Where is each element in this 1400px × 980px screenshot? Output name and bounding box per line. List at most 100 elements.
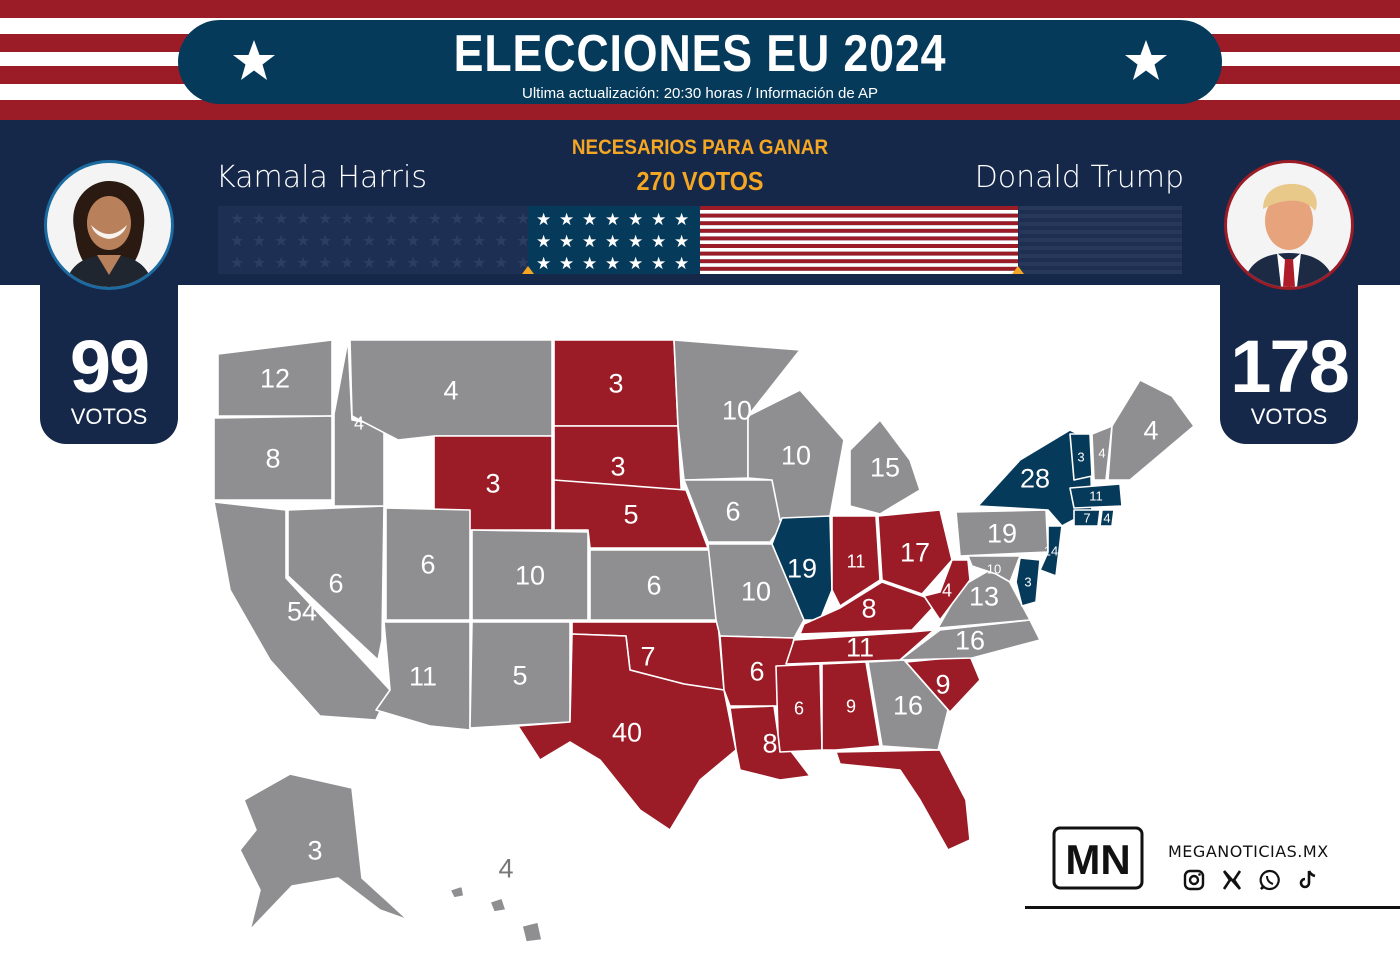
ev-label-AR: 6 — [749, 657, 764, 687]
bar-star-faint: ★ — [384, 253, 398, 272]
state-AR[interactable] — [719, 635, 795, 707]
bar-star-faint: ★ — [516, 231, 530, 250]
state-UT[interactable] — [385, 507, 471, 621]
state-AL[interactable] — [821, 661, 881, 751]
trump-bar-stripe-white — [700, 263, 1018, 267]
state-TN[interactable] — [785, 629, 935, 665]
trump-card — [1220, 284, 1358, 444]
ev-label-IN: 11 — [847, 551, 866, 571]
state-DE[interactable] — [1015, 557, 1041, 607]
bar-star-faint: ★ — [340, 209, 354, 228]
state-FL[interactable] — [835, 749, 971, 851]
bar-star-faint: ★ — [406, 209, 420, 228]
bar-star: ★ — [651, 254, 666, 274]
bar-star-faint: ★ — [450, 209, 464, 228]
bar-star-faint: ★ — [230, 209, 244, 228]
ev-label-VA: 13 — [969, 582, 999, 612]
state-LA[interactable] — [729, 705, 811, 781]
bar-star: ★ — [674, 232, 689, 252]
bar-star: ★ — [536, 232, 551, 252]
state-NJ[interactable] — [1039, 525, 1063, 577]
state-CT[interactable] — [1073, 509, 1101, 527]
ev-label-MT: 4 — [443, 376, 458, 406]
ev-label-SC: 9 — [935, 670, 950, 700]
bar-star: ★ — [605, 254, 620, 274]
ev-label-UT: 6 — [420, 550, 435, 580]
state-TX[interactable] — [517, 633, 737, 831]
bar-star-faint: ★ — [494, 253, 508, 272]
bar-stripe-faint — [1018, 222, 1182, 226]
bar-star-faint: ★ — [230, 231, 244, 250]
ev-label-GA: 16 — [893, 691, 923, 721]
bar-star-faint: ★ — [340, 231, 354, 250]
tiktok-icon[interactable] — [1296, 868, 1320, 892]
harris-votes: 99 VOTOS — [40, 328, 178, 428]
ev-label-NH: 4 — [1098, 446, 1105, 461]
harris-name: Kamala Harris — [216, 160, 427, 195]
ev-label-KS: 6 — [646, 571, 661, 601]
bar-stripe-faint — [1018, 214, 1182, 218]
trump-bar-stripe — [700, 259, 1018, 264]
state-RI[interactable] — [1099, 509, 1115, 527]
bar-star-faint: ★ — [516, 253, 530, 272]
state-MS[interactable] — [775, 663, 823, 753]
state-NC[interactable] — [899, 619, 1041, 661]
bar-stripe-faint — [1018, 238, 1182, 242]
whatsapp-icon[interactable] — [1258, 868, 1282, 892]
ev-label-LA: 8 — [762, 729, 777, 759]
trump-bar-stripe-white — [700, 270, 1018, 274]
state-OH[interactable] — [877, 509, 953, 595]
ev-label-KY: 8 — [861, 594, 876, 624]
state-NH[interactable] — [1091, 425, 1113, 481]
state-AZ[interactable] — [375, 621, 471, 731]
state-WV[interactable] — [923, 559, 971, 621]
state-CO[interactable] — [471, 529, 589, 621]
state-AK[interactable] — [239, 773, 409, 931]
trump-marker — [1012, 266, 1024, 274]
bar-star-faint: ★ — [516, 209, 530, 228]
state-OR[interactable] — [213, 415, 333, 501]
title-banner: ELECCIONES EU 2024 Ultima actualización:… — [178, 20, 1222, 104]
ev-label-TX: 40 — [612, 718, 642, 748]
state-CA[interactable] — [213, 501, 391, 721]
x-icon[interactable] — [1220, 868, 1244, 892]
instagram-icon[interactable] — [1182, 868, 1206, 892]
bar-star-faint: ★ — [274, 253, 288, 272]
bar-star-faint: ★ — [340, 253, 354, 272]
ev-label-ME: 4 — [1143, 416, 1158, 446]
state-GA[interactable] — [867, 659, 949, 751]
bar-star-faint: ★ — [362, 253, 376, 272]
ev-label-NC: 16 — [955, 626, 985, 656]
state-MD[interactable] — [967, 555, 1021, 583]
state-HI[interactable] — [449, 885, 543, 943]
ev-label-SD: 3 — [610, 452, 625, 482]
trump-bar-stripe-white — [700, 217, 1018, 222]
ev-label-NM: 5 — [512, 661, 527, 691]
needed-value: 270 VOTOS — [636, 166, 764, 196]
bar-star-faint: ★ — [384, 231, 398, 250]
ev-label-AL: 9 — [846, 696, 856, 716]
state-NE[interactable] — [553, 479, 709, 549]
state-MA[interactable] — [1069, 483, 1123, 509]
electoral-progress-bar: ★ ★ ★ ★ ★ ★ ★ ★ ★ ★ ★ ★ ★ ★★ ★ ★ ★ ★ ★ ★ ★ ★ ★ ★ ★ ★ ★★ ★ ★ ★ ★ ★ ★ ★ ★ ★ ★ ★… — [218, 206, 1182, 274]
bar-star-faint: ★ — [472, 253, 486, 272]
mn-logo-text: MN — [1065, 836, 1130, 883]
needed-to-win: NECESARIOS PARA GANAR 270 VOTOS — [500, 136, 900, 197]
trump-bar-stripe-white — [700, 225, 1018, 229]
trump-bar-stripe — [700, 236, 1018, 241]
trump-bar-stripe-white — [700, 240, 1018, 244]
state-VT[interactable] — [1069, 433, 1093, 481]
state-ME[interactable] — [1107, 379, 1195, 481]
bar-star-faint: ★ — [274, 209, 288, 228]
bar-stripe-faint — [1018, 262, 1182, 266]
bar-stripe-faint — [1018, 254, 1182, 258]
trump-bar-stripe-white — [700, 248, 1018, 252]
ev-label-NE: 5 — [623, 500, 638, 530]
trump-bar-stripe — [700, 251, 1018, 256]
ev-label-ID: 4 — [354, 413, 364, 433]
state-IN[interactable] — [831, 515, 881, 607]
bar-star-faint: ★ — [318, 253, 332, 272]
state-WY[interactable] — [433, 435, 553, 531]
state-MI[interactable] — [849, 419, 921, 515]
